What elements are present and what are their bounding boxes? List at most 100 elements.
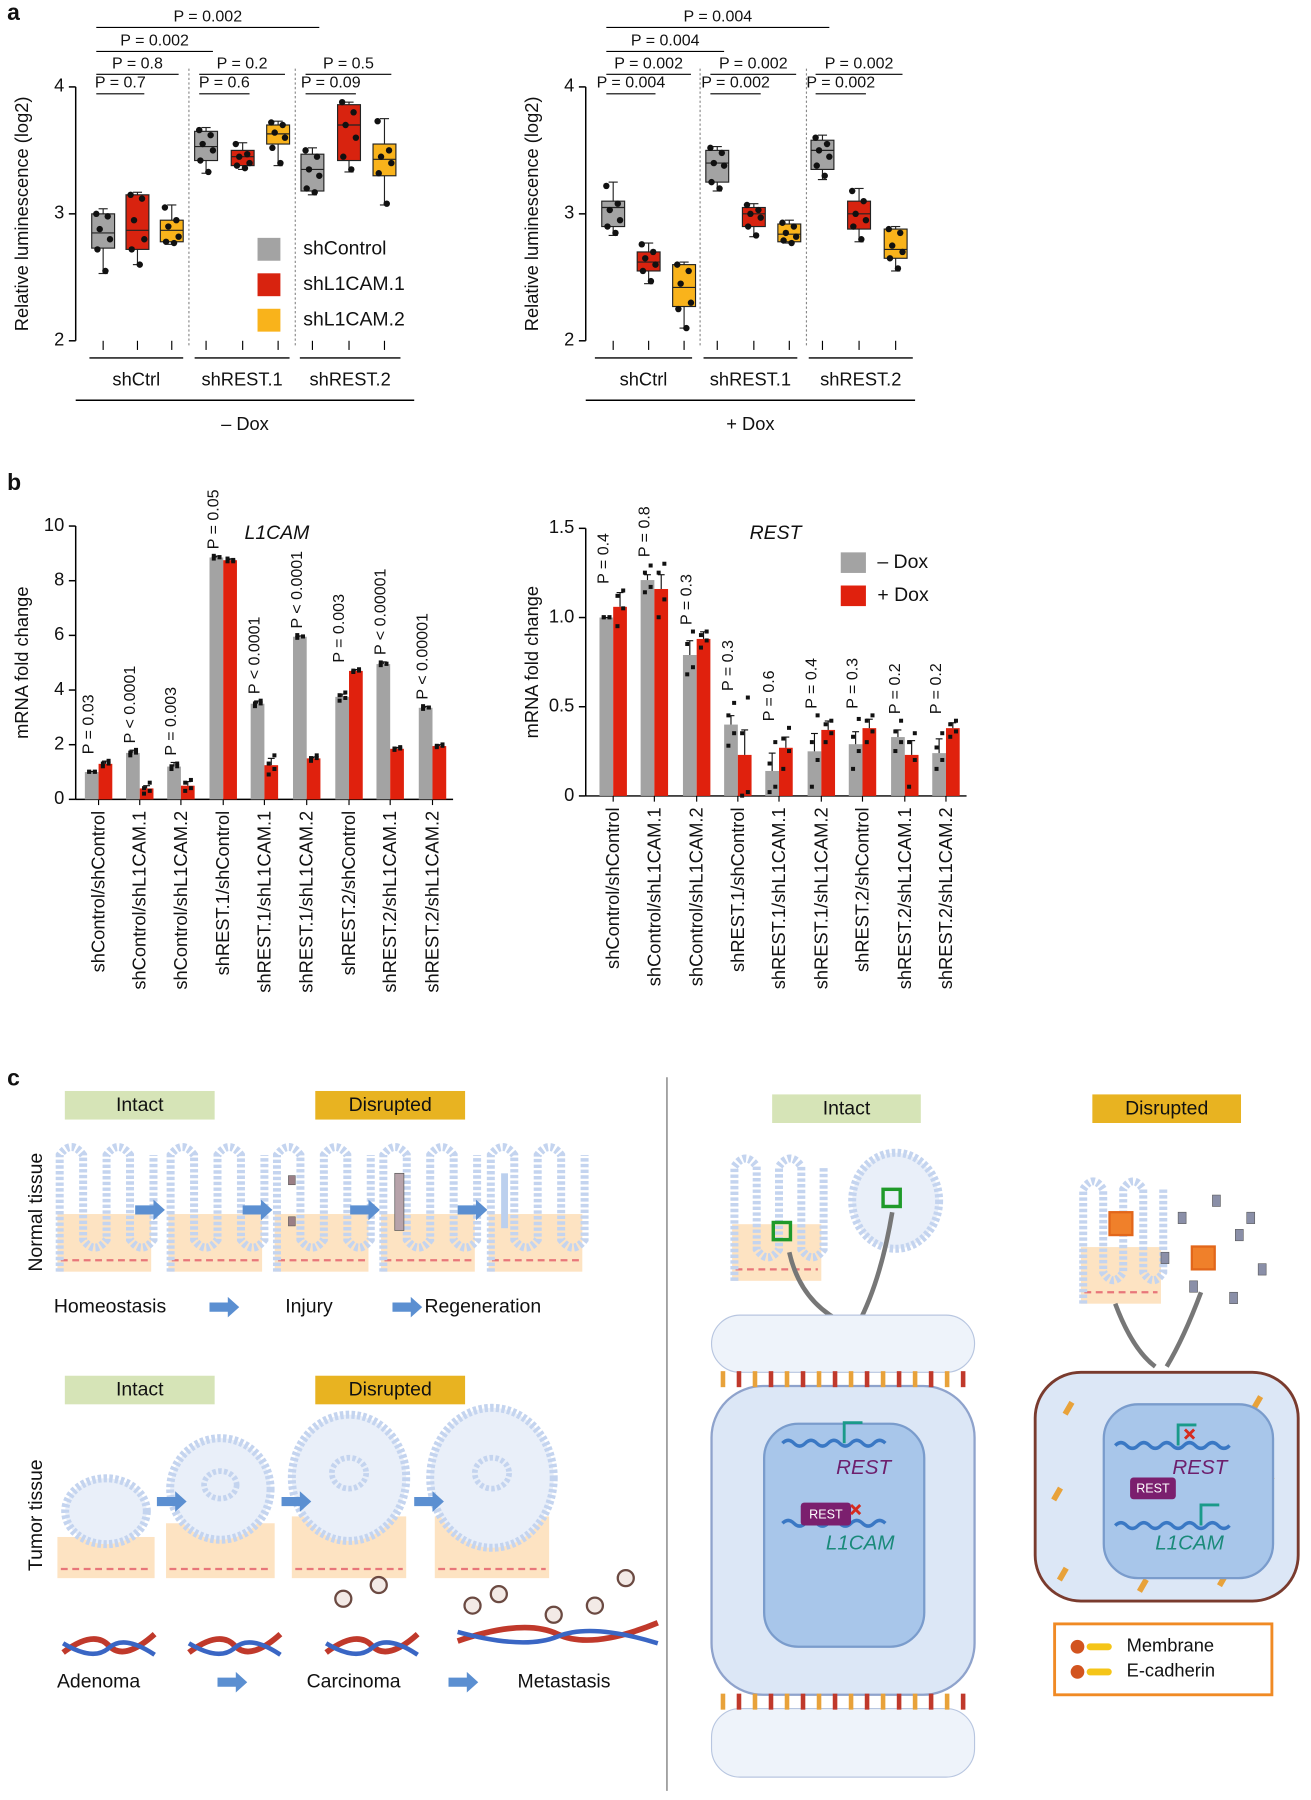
e-cadherin: [768, 1693, 774, 1710]
data-point: [648, 584, 653, 589]
box: [337, 104, 362, 162]
data-point: [106, 758, 111, 763]
arrow: [217, 1671, 248, 1693]
legend-label: shControl: [303, 237, 386, 259]
p-value: P = 0.004: [683, 8, 752, 25]
legend-swatch: [840, 585, 866, 607]
data-point: [740, 731, 745, 736]
data-point: [894, 265, 902, 272]
data-point: [726, 713, 731, 718]
data-point: [851, 766, 856, 771]
data-point: [92, 769, 97, 774]
e-cadherin: [896, 1371, 902, 1388]
data-point: [829, 731, 834, 736]
data-point: [343, 690, 348, 695]
data-point: [934, 745, 939, 750]
data-point: [639, 267, 647, 275]
dna: [1114, 1520, 1231, 1531]
data-point: [850, 223, 857, 230]
y-tick-label: 3: [54, 202, 64, 223]
data-point: [864, 718, 869, 723]
data-point: [740, 793, 745, 798]
data-point: [246, 159, 253, 167]
shed-fragment: [1257, 1263, 1267, 1276]
box: [125, 194, 150, 250]
data-point: [780, 237, 787, 244]
data-point: [384, 661, 389, 666]
data-point: [781, 736, 786, 741]
data-point: [421, 704, 426, 709]
data-point: [899, 248, 906, 256]
bar: [613, 606, 627, 796]
y-axis-label: mRNA fold change: [11, 586, 32, 738]
e-cadherin: [816, 1693, 822, 1710]
arrow: [156, 1491, 187, 1512]
data-point: [104, 213, 111, 220]
data-point: [313, 153, 321, 160]
data-point: [851, 734, 856, 739]
blood-vessel: [457, 1628, 659, 1646]
legend-icon: [1070, 1665, 1085, 1679]
arrow: [242, 1199, 273, 1221]
p-value: P = 0.4: [595, 533, 612, 584]
zoom-arrow: [1164, 1291, 1204, 1368]
data-point: [648, 563, 653, 568]
bar: [945, 728, 960, 796]
bar: [821, 729, 836, 796]
data-point: [687, 299, 695, 306]
bar: [654, 588, 669, 796]
y-axis-label: Relative luminescence (log2): [521, 96, 542, 331]
legend-swatch: [257, 273, 281, 297]
data-point: [638, 241, 645, 248]
zoom-arrow: [1113, 1302, 1157, 1369]
legend-label: shL1CAM.1: [303, 273, 405, 295]
data-point: [279, 121, 286, 129]
p-value: P = 0.03: [81, 694, 98, 754]
tumor-cell-cluster: [463, 1596, 482, 1615]
e-cadherin: [944, 1693, 950, 1710]
transcription-arrow: [1176, 1423, 1197, 1446]
data-point: [258, 701, 263, 706]
box: [672, 264, 697, 308]
data-point: [205, 168, 212, 176]
y-tick-label: 4: [54, 678, 64, 699]
blood-vessel: [187, 1640, 282, 1657]
p-value: P = 0.002: [701, 75, 770, 92]
e-cadherin: [928, 1371, 934, 1388]
e-cadherin: [752, 1371, 758, 1388]
data-point: [236, 153, 243, 160]
status-tag: [772, 1094, 921, 1123]
status-tag-label: Intact: [823, 1097, 871, 1119]
data-point: [662, 561, 667, 566]
data-point: [175, 761, 180, 766]
bar: [862, 728, 877, 796]
y-tick-label: 4: [54, 75, 64, 96]
status-tag-label: Disrupted: [349, 1379, 432, 1401]
data-point: [316, 172, 323, 179]
bar: [848, 744, 863, 796]
data-point: [642, 255, 649, 262]
data-point: [305, 166, 313, 173]
shed-fragment: [1229, 1291, 1238, 1304]
data-point: [231, 559, 236, 564]
data-point: [225, 559, 230, 564]
y-axis-label: mRNA fold change: [521, 586, 542, 738]
y-tick-label: 2: [54, 329, 64, 350]
side-label: Normal tissue: [25, 1153, 47, 1272]
data-point: [698, 645, 703, 650]
arrow: [209, 1296, 240, 1318]
data-point: [856, 716, 861, 721]
x-tick-label: shControl/shControl: [602, 807, 623, 969]
e-cadherin: [1136, 1578, 1149, 1593]
data-point: [357, 667, 362, 672]
tumor-cell-cluster: [616, 1568, 635, 1588]
data-point: [170, 239, 178, 247]
shed-fragment: [1189, 1280, 1198, 1293]
data-point: [815, 713, 820, 718]
e-cadherin: [880, 1693, 886, 1710]
data-point: [607, 615, 612, 620]
data-point: [940, 757, 945, 762]
bar: [292, 636, 307, 800]
y-tick-label: 2: [564, 329, 574, 350]
